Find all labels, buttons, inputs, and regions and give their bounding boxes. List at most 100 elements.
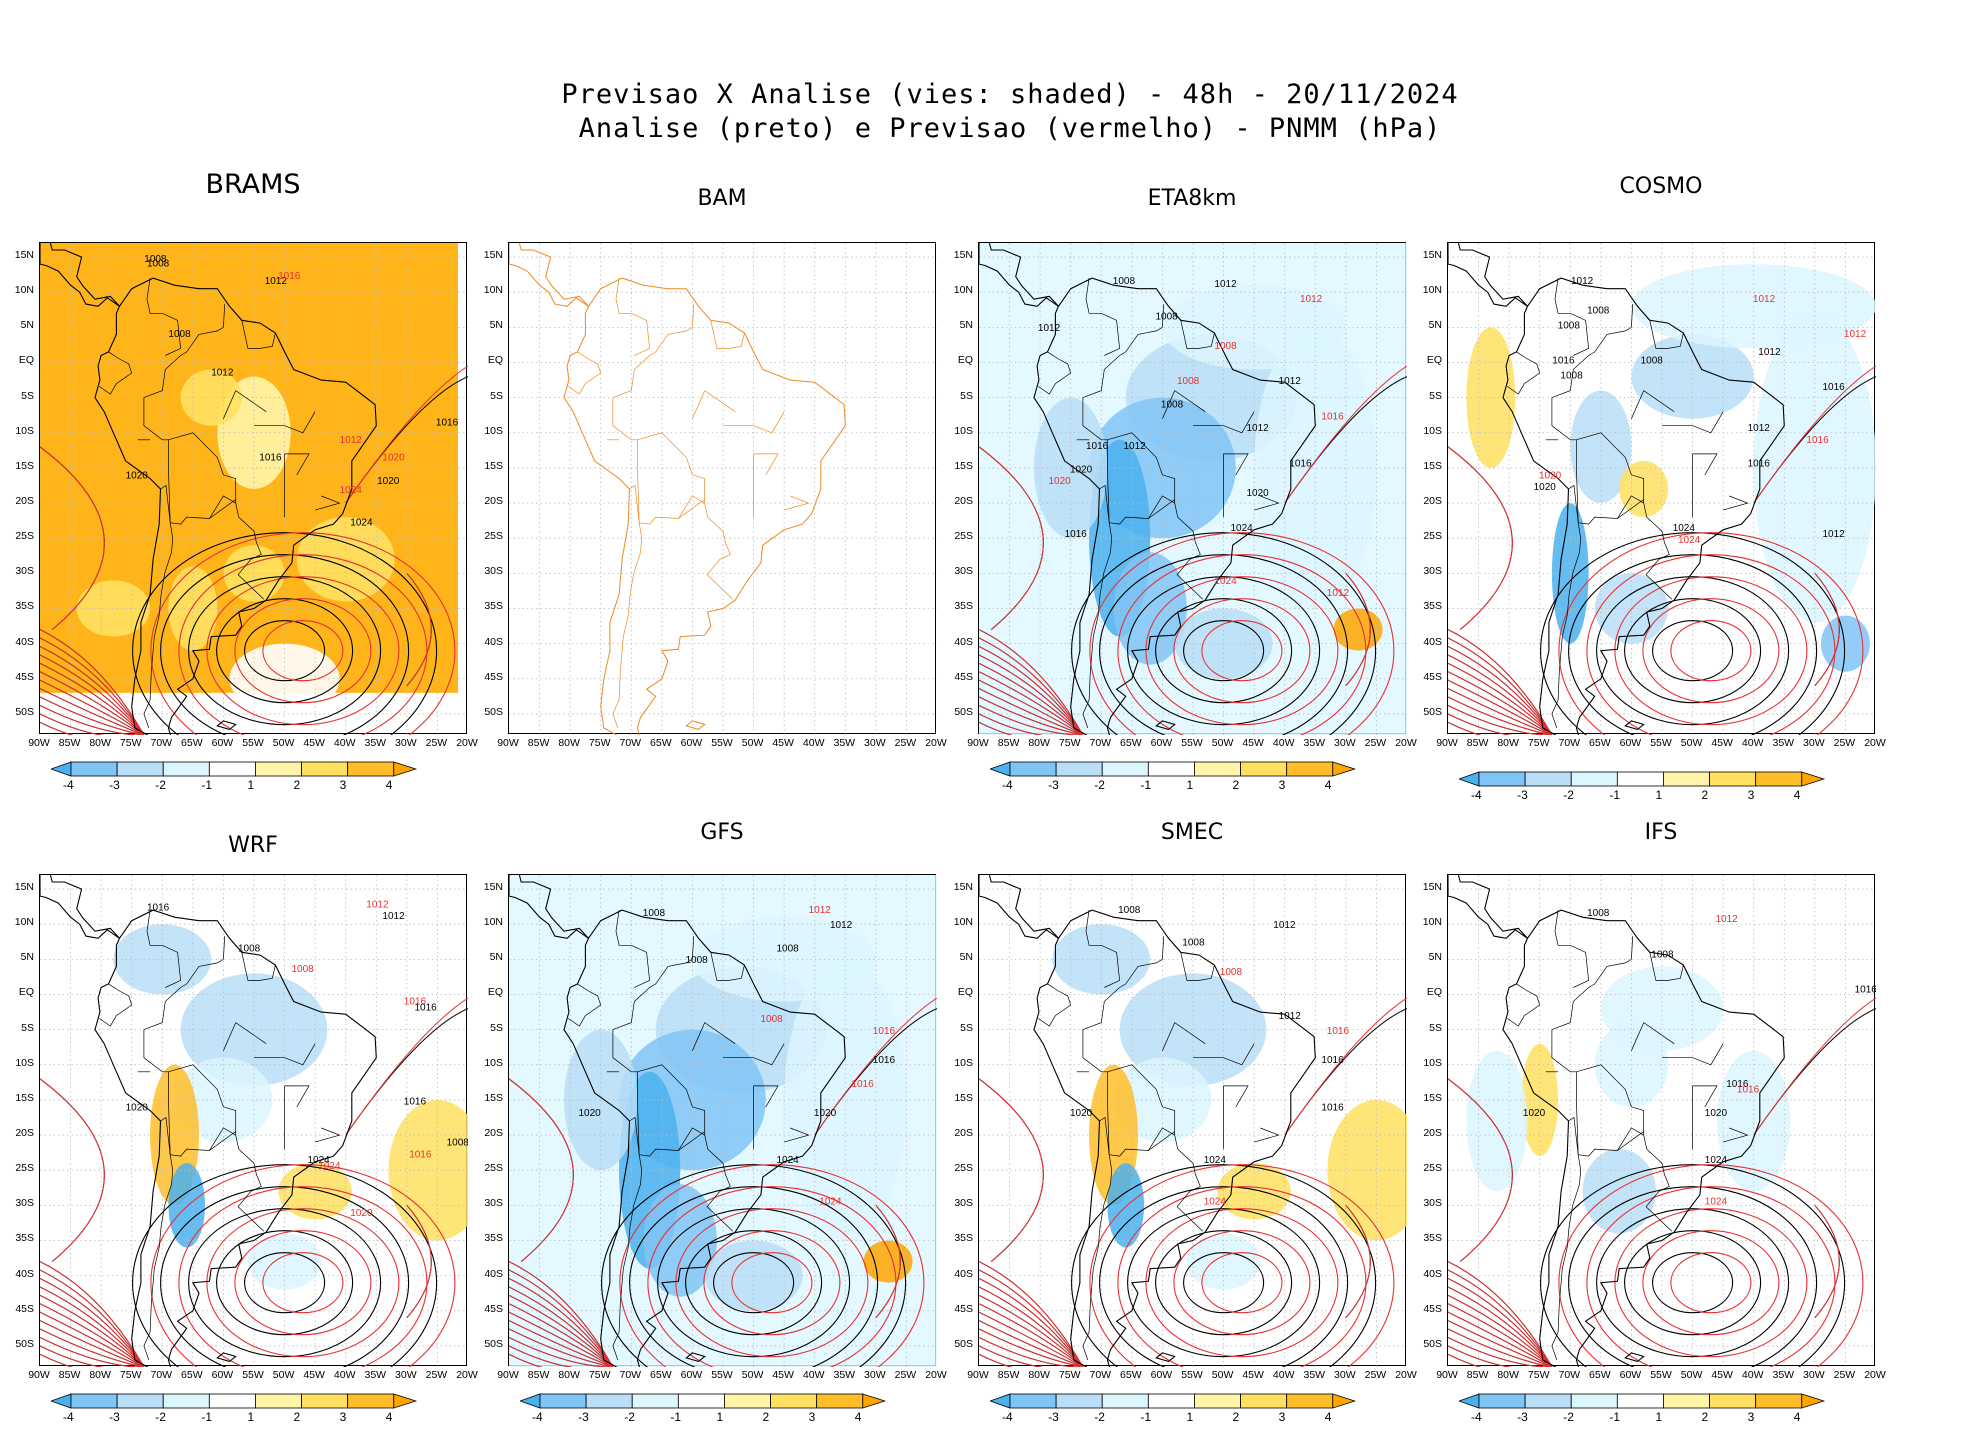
- lon-tick-label: 30W: [1334, 737, 1356, 749]
- isobar-line: [814, 997, 937, 1136]
- contour-label: 1008: [168, 329, 191, 340]
- country-border: [223, 936, 226, 960]
- country-border: [168, 1071, 236, 1157]
- isobar-line: [1071, 532, 1377, 735]
- contour-label: 1016: [1855, 985, 1876, 996]
- country-border: [629, 1116, 640, 1155]
- lon-tick-label: 50W: [1211, 1369, 1234, 1381]
- contour-label: 1024: [1204, 1196, 1227, 1207]
- falklands-coast: [1624, 1352, 1645, 1363]
- colorbar-label: 4: [385, 778, 393, 792]
- contour-label: 1016: [415, 1002, 438, 1013]
- country-border: [615, 278, 650, 356]
- country-border: [615, 910, 650, 988]
- colorbar-arrow-left: [1459, 771, 1480, 787]
- bias-blob: [174, 1057, 273, 1143]
- lon-tick-label: 40W: [1272, 737, 1295, 749]
- map-panel-gfs: 1008 1012 1012 1008 1008 1008 1016 1016 1016 1020…: [508, 874, 937, 1367]
- isobar-line: [1448, 1328, 1552, 1367]
- map-canvas: 1008 1012 1008 1008 1012 1016 1016 1020 1024 1024…: [979, 875, 1407, 1367]
- contour-label: 1016: [1321, 1102, 1344, 1113]
- coastline: [518, 875, 589, 939]
- lon-tick-label: 90W: [497, 1369, 519, 1381]
- isobar-line: [40, 446, 105, 630]
- lon-tick-label: 55W: [1650, 1369, 1672, 1381]
- isobar-line: [979, 1303, 1084, 1367]
- isobar-line: [1448, 662, 1553, 735]
- colorbar-label: 2: [1232, 778, 1240, 792]
- isobar-line: [1284, 997, 1407, 1136]
- country-border: [612, 958, 693, 1030]
- colorbar-segment: [208, 1393, 256, 1409]
- lon-tick-label: 65W: [181, 1369, 203, 1381]
- lon-tick-label: 70W: [619, 737, 642, 749]
- isobar-line: [647, 1186, 897, 1367]
- isobar-line: [40, 1353, 144, 1367]
- lat-tick-label: 45S: [484, 670, 503, 683]
- lon-tick-label: 20W: [1864, 737, 1886, 749]
- contour-label: 1016: [1321, 1055, 1344, 1066]
- colorbar-label: -1: [201, 1410, 212, 1424]
- lat-tick-label: 40S: [954, 1267, 973, 1280]
- colorbar: [1459, 1393, 1826, 1409]
- isobar-line: [509, 1337, 613, 1367]
- coastline: [509, 875, 589, 939]
- coastline: [1457, 875, 1528, 939]
- isobar-line: [188, 1208, 382, 1358]
- lat-tick-label: 5S: [21, 389, 34, 402]
- contour-label: 1012: [1758, 347, 1781, 358]
- lat-tick-label: 20S: [1423, 495, 1442, 508]
- lon-tick-label: 35W: [364, 1369, 387, 1381]
- lon-tick-label: 85W: [527, 737, 550, 749]
- isobar-line: [40, 1311, 145, 1367]
- colorbar-label: -1: [1609, 788, 1620, 802]
- lat-tick-label: 15N: [14, 881, 34, 894]
- country-border: [284, 1085, 310, 1150]
- lon-tick-label: 20W: [1395, 737, 1417, 749]
- lat-tick-label: 50S: [954, 1337, 973, 1350]
- colorbar-label: -2: [1094, 778, 1105, 792]
- lat-tick-label: 25S: [15, 1162, 34, 1175]
- lon-tick-label: 85W: [58, 1369, 81, 1381]
- figure-title: Previsao X Analise (vies: shaded) - 48h …: [0, 78, 1964, 146]
- colorbar-segment: [631, 1393, 679, 1409]
- isobar-line: [216, 1230, 354, 1336]
- colorbar-segment: [724, 1393, 771, 1409]
- lon-tick-label: 25W: [894, 1369, 917, 1381]
- lon-tick-label: 85W: [997, 1369, 1020, 1381]
- lat-tick-label: 40S: [954, 635, 973, 648]
- contour-label: 1008: [1156, 312, 1179, 323]
- country-border: [1649, 952, 1684, 981]
- contour-label: 1008: [1113, 276, 1136, 287]
- lon-tick-label: 25W: [1833, 1369, 1856, 1381]
- colorbar-label: -4: [1002, 778, 1013, 792]
- country-border: [146, 910, 181, 988]
- lon-tick-label: 50W: [1680, 1369, 1703, 1381]
- country-border: [612, 326, 693, 398]
- coastline: [1502, 909, 1785, 1367]
- contour-label: 1016: [1726, 1079, 1749, 1090]
- falklands-coast: [216, 720, 237, 731]
- country-border: [223, 1022, 267, 1051]
- lon-tick-label: 20W: [925, 737, 947, 749]
- lon-tick-label: 45W: [1711, 737, 1733, 749]
- isobar-line: [206, 576, 400, 726]
- country-border: [753, 1085, 779, 1150]
- contour-label: 1024: [1678, 535, 1701, 546]
- map-panel-ifs: 1008 1012 1008 1016 1016 1016 1020 1020 1024 1024: [1447, 874, 1876, 1367]
- isobar-line: [40, 1261, 145, 1367]
- contour-label: 1012: [1279, 1011, 1302, 1022]
- isobar-line: [1117, 554, 1367, 735]
- lat-tick-label: 20S: [484, 1127, 503, 1140]
- lon-tick-label: 40W: [1741, 1369, 1764, 1381]
- colorbar-label: -3: [1517, 788, 1528, 802]
- colorbar-label: 3: [1278, 1410, 1286, 1424]
- country-border: [706, 516, 734, 600]
- lon-tick-label: 20W: [925, 1369, 947, 1381]
- colorbar-arrow-right: [1801, 1393, 1826, 1409]
- colorbar-arrow-right: [1801, 771, 1826, 787]
- contour-label: 1016: [1737, 1085, 1760, 1096]
- country-border: [1223, 453, 1249, 518]
- coastline: [49, 875, 120, 939]
- country-border: [237, 516, 265, 600]
